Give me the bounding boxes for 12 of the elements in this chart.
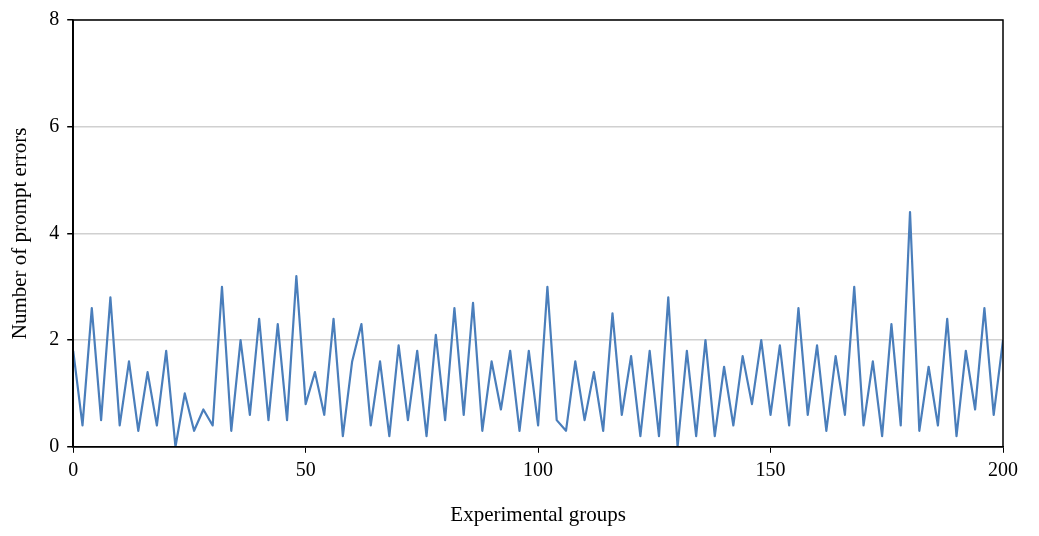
x-tick-label: 150	[755, 458, 786, 481]
x-tick-label: 0	[68, 458, 79, 481]
x-tick-label: 50	[295, 458, 316, 481]
y-axis-title: Number of prompt errors	[7, 127, 32, 340]
x-tick-label: 100	[523, 458, 554, 481]
x-axis-title: Experimental groups	[450, 501, 626, 526]
y-tick-label: 6	[49, 113, 60, 136]
y-tick-label: 0	[49, 434, 60, 457]
y-tick-label: 2	[49, 327, 60, 350]
y-tick-label: 8	[49, 7, 60, 30]
y-tick-label: 4	[49, 220, 60, 243]
x-tick-label: 200	[988, 458, 1018, 481]
